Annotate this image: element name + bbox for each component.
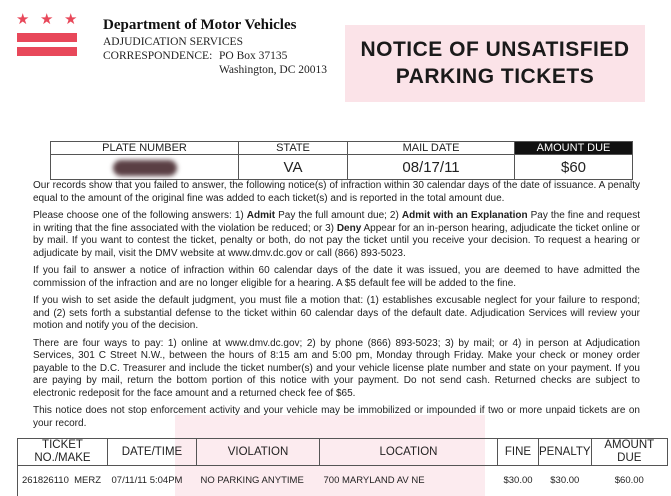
ticket-number: 261826110 xyxy=(22,475,69,486)
summary-table: PLATE NUMBER STATE MAIL DATE AMOUNT DUE … xyxy=(50,141,633,180)
address-line1: PO Box 37135 xyxy=(219,50,288,62)
admit-explanation-option: Admit with an Explanation xyxy=(401,210,528,221)
deny-option: Deny xyxy=(336,222,362,234)
flag-bar xyxy=(17,47,77,56)
location-header: LOCATION xyxy=(319,438,498,466)
amount-due-header: AMOUNT DUE xyxy=(514,141,633,155)
violation-cell: NO PARKING ANYTIME xyxy=(200,475,304,486)
department-name: Department of Motor Vehicles xyxy=(103,17,297,33)
division-name: ADJUDICATION SERVICES xyxy=(103,36,243,48)
amount-due-value: $60 xyxy=(514,154,633,180)
paragraph-answer-options: Please choose one of the following answe… xyxy=(33,210,640,260)
state-value: VA xyxy=(238,154,348,180)
amount-due-cell: $60.00 xyxy=(614,475,644,486)
tickets-table: TICKET NO./MAKE DATE/TIME VIOLATION LOCA… xyxy=(17,438,669,496)
penalty-cell: $30.00 xyxy=(550,475,580,486)
ticket-make-header: TICKET NO./MAKE xyxy=(17,438,108,466)
notice-title-line1: NOTICE OF UNSATISFIED xyxy=(360,38,630,61)
star-icon: ★ xyxy=(64,11,78,28)
flag-bar xyxy=(17,33,77,42)
location-cell: 700 MARYLAND AV NE xyxy=(323,475,425,486)
paragraph-payment-methods: There are four ways to pay: 1) online at… xyxy=(33,337,640,399)
amount-due-header: AMOUNT DUE xyxy=(590,438,669,466)
paragraph-default-fee: If you fail to answer a notice of infrac… xyxy=(33,265,640,289)
address-line2: Washington, DC 20013 xyxy=(219,64,328,76)
datetime-header: DATE/TIME xyxy=(107,438,197,466)
ticket-make-cell: 261826110 MERZ xyxy=(17,465,108,496)
notice-title-line2: PARKING TICKETS xyxy=(395,65,595,88)
star-icon: ★ xyxy=(40,11,54,28)
text: Pay the fine and request in writing that… xyxy=(33,210,640,234)
table-row: 261826110 MERZ 07/11/11 5:04PM NO PARKIN… xyxy=(17,465,668,496)
text: Please choose one of the following answe… xyxy=(33,210,247,221)
mail-date-value: 08/17/11 xyxy=(347,154,515,180)
correspondence-label: CORRESPONDENCE: xyxy=(103,50,213,62)
admit-option: Admit xyxy=(246,210,276,221)
text: Pay the full amount due; 2) xyxy=(275,210,402,221)
fine-header: FINE xyxy=(497,438,539,466)
datetime-cell: 07/11/11 5:04PM xyxy=(111,475,183,486)
violation-header: VIOLATION xyxy=(196,438,320,466)
notice-title-box: NOTICE OF UNSATISFIED PARKING TICKETS xyxy=(345,25,645,102)
fine-cell: $30.00 xyxy=(503,475,533,486)
text: Appear for an in-person hearing, adjudic… xyxy=(33,222,641,259)
paragraph-enforcement-warning: This notice does not stop enforcement ac… xyxy=(33,405,640,429)
paragraph-set-aside-default: If you wish to set aside the default jud… xyxy=(33,295,640,331)
star-icon: ★ xyxy=(16,11,30,28)
vehicle-make: MERZ xyxy=(74,475,102,486)
penalty-header: PENALTY xyxy=(538,438,592,466)
plate-number-redacted xyxy=(50,154,239,180)
redaction-blur xyxy=(112,159,177,176)
paragraph-failed-to-answer: Our records show that you failed to answ… xyxy=(33,180,640,204)
